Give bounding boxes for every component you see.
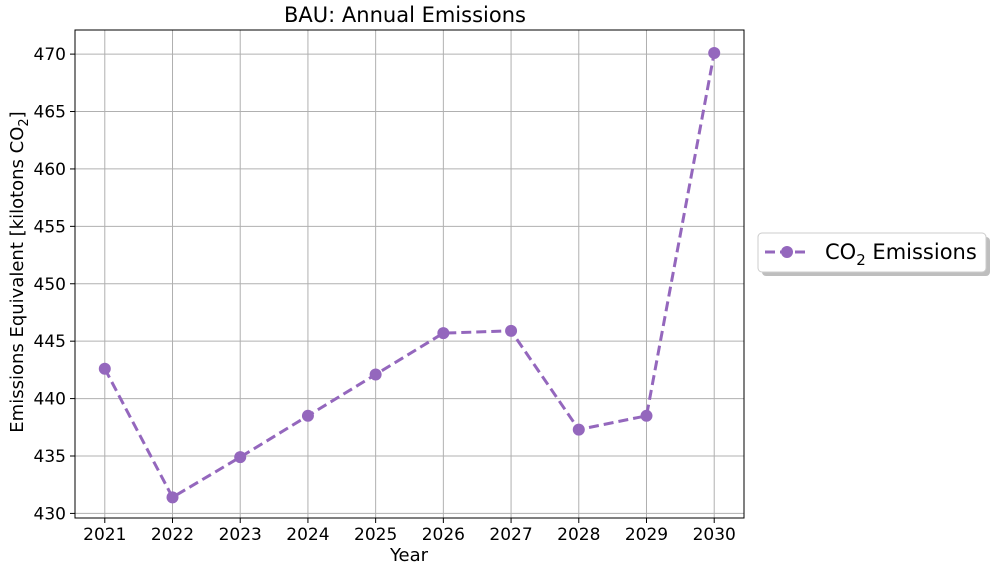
x-tick-label: 2022 [151,525,194,545]
x-tick-label: 2027 [489,525,532,545]
x-tick-label: 2023 [219,525,262,545]
data-point [505,324,518,337]
chart-title: BAU: Annual Emissions [284,3,526,27]
data-point [640,409,653,422]
data-point [572,423,585,436]
legend-label-main: CO [825,240,856,264]
x-tick-label: 2029 [625,525,668,545]
legend-entry-label: CO2 Emissions [825,240,977,269]
legend-box [757,232,987,273]
y-tick-label: 455 [34,217,66,237]
data-point [166,491,179,504]
data-point [369,368,382,381]
y-tick-label: 450 [34,275,66,295]
y-tick-label: 445 [34,332,66,352]
y-tick-label: 435 [34,447,66,467]
y-axis-label: Emissions Equivalent [kilotons CO2] [7,111,32,432]
y-axis-label-end: ] [7,111,28,118]
x-tick-label: 2026 [422,525,465,545]
plot-frame [74,29,745,519]
grid [75,30,744,518]
data-point [301,409,314,422]
data-point [437,327,450,340]
y-tick-label: 465 [34,103,66,123]
y-axis-label-main: Emissions Equivalent [kilotons CO [7,127,28,433]
y-axis-label-subscript: 2 [17,118,32,126]
x-tick-label: 2024 [286,525,329,545]
y-tick-label: 440 [34,390,66,410]
legend-label-subscript: 2 [856,251,866,269]
legend-marker [781,246,793,258]
x-tick-label: 2021 [83,525,126,545]
y-tick-label: 430 [34,504,66,524]
x-axis-label: Year [389,545,429,566]
y-tick-label: 470 [34,45,66,65]
series-line [103,52,716,500]
x-tick-label: 2028 [557,525,600,545]
data-point [234,451,247,464]
x-tick-label: 2025 [354,525,397,545]
series-layer [98,46,721,504]
legend: CO2 Emissions [757,232,990,276]
legend-label-end: Emissions [866,240,977,264]
data-point [98,362,111,375]
x-tick-label: 2030 [693,525,736,545]
data-point [708,46,721,59]
y-tick-label: 460 [34,160,66,180]
axis-ticks: 2021 2022 2023 2024 2025 2026 2027 2028 2029 2030… [34,45,736,545]
